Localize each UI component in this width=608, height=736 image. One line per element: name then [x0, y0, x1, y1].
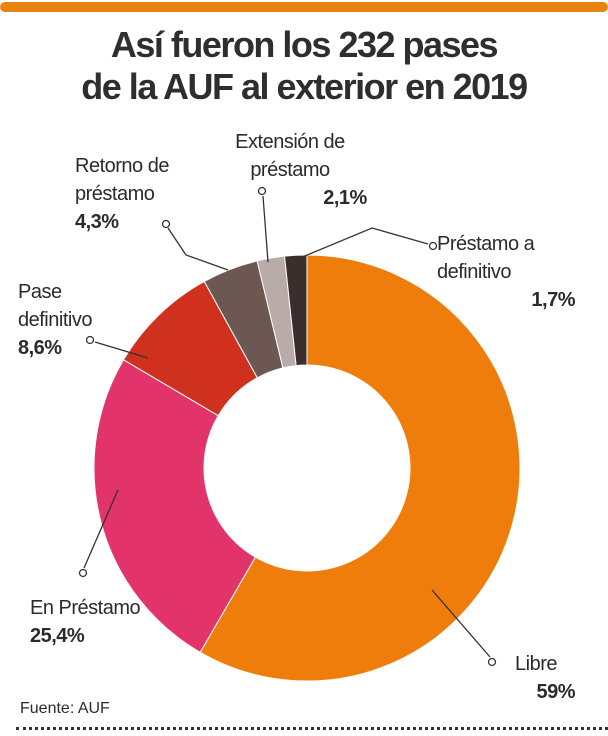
leader-dot-5 [428, 241, 438, 251]
leader-line-1 [83, 489, 119, 569]
slice-1 [93, 359, 257, 653]
data-label-name: préstamo [250, 159, 330, 181]
leader-dot-2 [85, 335, 95, 345]
leader-line-0 [431, 589, 491, 658]
data-label-name: préstamo [75, 183, 155, 205]
data-label-name: Préstamo a [437, 233, 536, 255]
leader-line-5 [299, 227, 429, 259]
chart-title: Así fueron los 232 pases de la AUF al ex… [0, 24, 608, 108]
leader-dot-1 [78, 568, 88, 578]
data-label-name: Extensión de [235, 131, 345, 153]
data-label-name: Libre [515, 653, 557, 675]
title-line-2: de la AUF al exterior en 2019 [81, 66, 528, 107]
leader-line-2 [94, 341, 149, 359]
source-note: Fuente: AUF [20, 700, 110, 717]
data-label-value: 8,6% [18, 337, 62, 359]
leader-line-4 [262, 195, 269, 263]
top-accent-bar [0, 2, 608, 12]
leader-dot-4 [257, 186, 267, 196]
data-label-value: 59% [536, 681, 575, 703]
data-label-name: Pase [18, 281, 62, 303]
leader-dot-0 [487, 657, 497, 667]
dotted-divider [16, 727, 608, 730]
data-label-name: En Préstamo [30, 597, 140, 619]
leader-line-3 [167, 227, 229, 271]
data-label-name: definitivo [437, 261, 511, 283]
data-label-value: 2,1% [323, 187, 367, 209]
slice-5 [283, 254, 308, 367]
data-label-value: 1,7% [531, 289, 575, 311]
leader-dot-3 [161, 219, 171, 229]
data-label-value: 25,4% [30, 625, 85, 647]
slice-0 [199, 254, 521, 682]
data-label-name: Retorno de [75, 155, 169, 177]
data-label-value: 4,3% [75, 211, 119, 233]
title-line-1: Así fueron los 232 pases [110, 24, 499, 65]
data-label-name: definitivo [18, 309, 92, 331]
